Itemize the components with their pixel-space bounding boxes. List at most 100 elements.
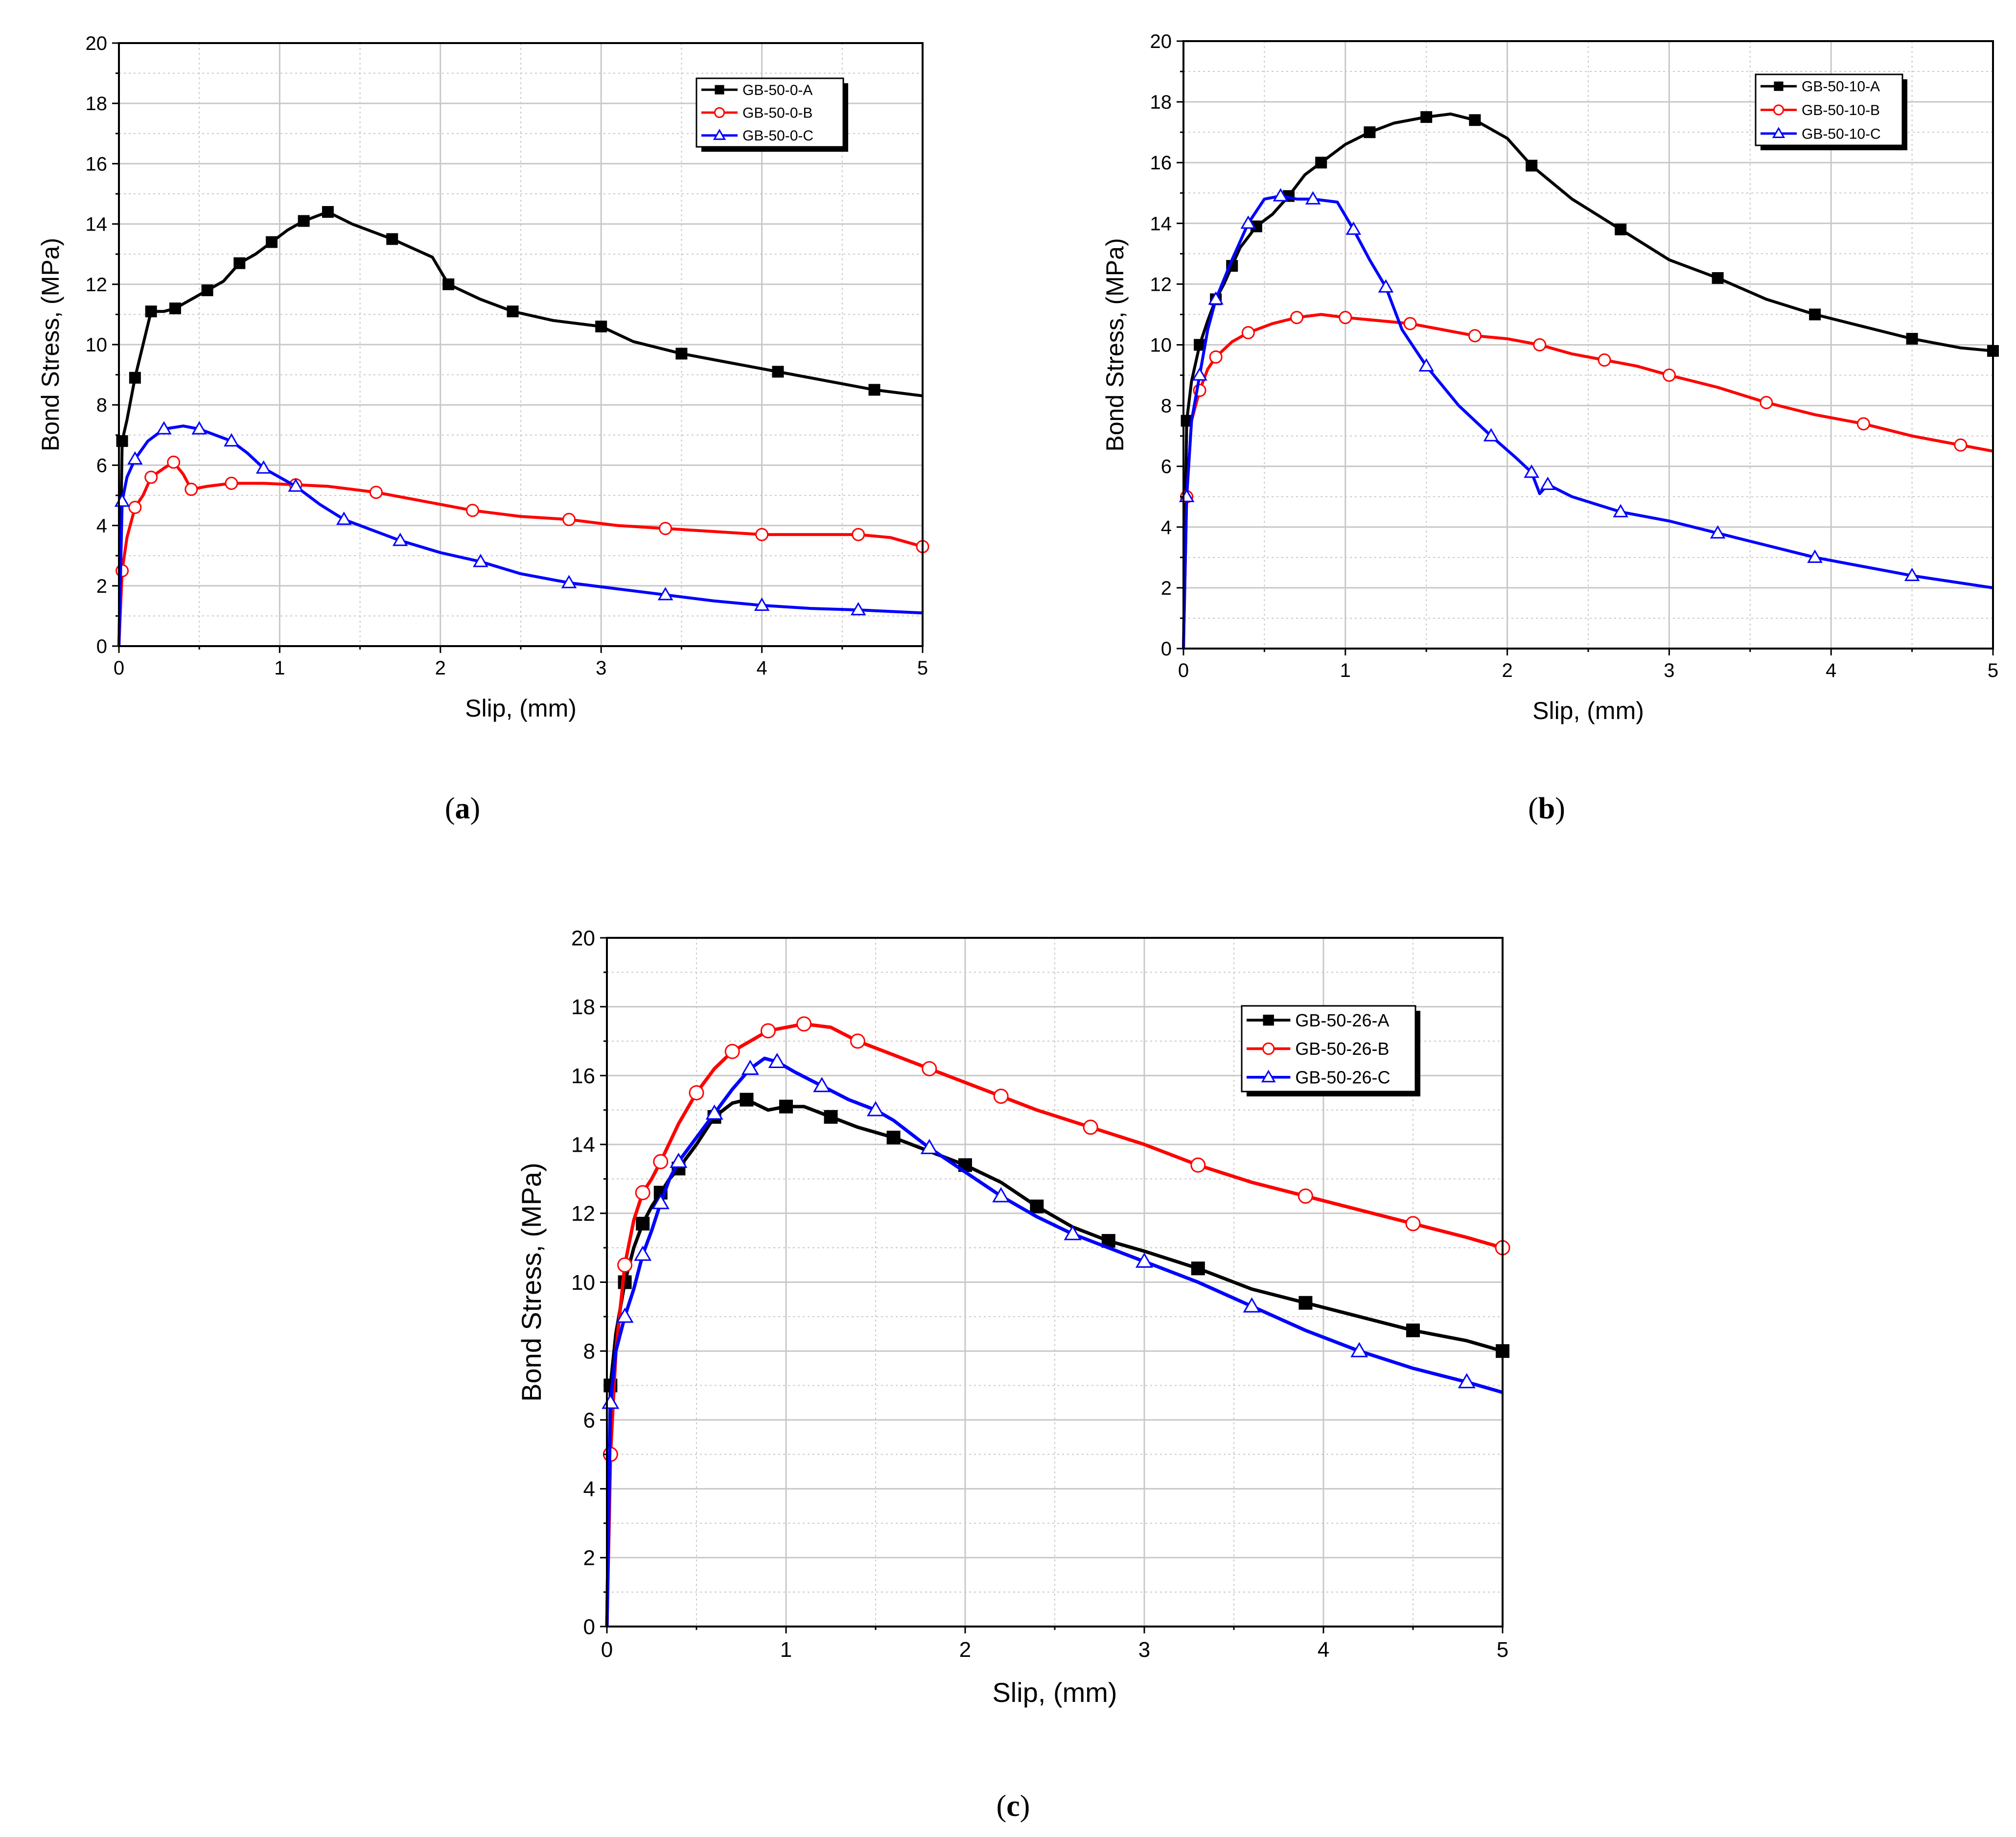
data-point-triangle <box>634 1245 652 1261</box>
legend-marker-triangle <box>713 129 726 140</box>
data-point-triangle <box>1540 476 1556 490</box>
data-point-square <box>169 302 181 315</box>
data-point-triangle <box>561 575 577 588</box>
y-tick-label: 10 <box>571 1271 595 1295</box>
data-point-triangle <box>1710 525 1726 539</box>
data-point-triangle <box>768 1052 786 1068</box>
x-tick-label: 1 <box>780 1638 792 1662</box>
data-point-square <box>1420 111 1433 123</box>
x-tick-label: 2 <box>435 657 446 679</box>
legend-label: GB-50-10-B <box>1802 102 1880 118</box>
data-point-triangle <box>1208 291 1224 305</box>
x-tick-label: 4 <box>1318 1638 1329 1662</box>
x-tick-label: 3 <box>1664 660 1674 681</box>
data-point-circle <box>993 1089 1009 1104</box>
legend: GB-50-0-A GB-50-0-B GB-50-0-C <box>695 77 848 152</box>
data-point-triangle <box>336 512 352 525</box>
y-tick-label: 14 <box>1150 213 1172 234</box>
data-point-square <box>1406 1323 1420 1337</box>
x-tick-label: 0 <box>1178 660 1189 681</box>
x-tick-label: 2 <box>1502 660 1512 681</box>
data-point-square <box>322 206 334 218</box>
data-point-circle <box>1209 350 1223 364</box>
y-tick-label: 4 <box>1161 517 1172 538</box>
legend-label: GB-50-0-C <box>742 128 813 144</box>
y-tick-label: 8 <box>1161 395 1172 417</box>
data-point-triangle <box>191 421 208 435</box>
data-point-circle <box>562 512 576 526</box>
x-axis-label: Slip, (mm) <box>465 695 577 722</box>
y-tick-label: 18 <box>1150 92 1172 113</box>
y-tick-label: 12 <box>1150 274 1172 295</box>
data-point-circle <box>144 470 158 484</box>
data-point-square <box>1906 333 1918 345</box>
data-point-triangle <box>866 1101 885 1116</box>
data-point-triangle <box>616 1307 634 1323</box>
data-point-triangle <box>850 602 866 616</box>
y-tick-label: 20 <box>1150 31 1172 52</box>
data-point-circle <box>1339 311 1352 325</box>
y-tick-label: 18 <box>571 995 595 1019</box>
data-point-triangle <box>1135 1252 1154 1268</box>
series-GB-50-0-C <box>114 421 923 647</box>
panel-label-b: (b) <box>1528 792 1565 825</box>
x-tick-label: 3 <box>596 657 606 679</box>
data-point-circle <box>1856 417 1870 431</box>
x-axis-label: Slip, (mm) <box>1532 697 1644 724</box>
data-point-triangle <box>255 460 272 474</box>
y-tick-label: 14 <box>86 214 108 235</box>
data-point-triangle <box>670 1152 688 1168</box>
data-point-triangle <box>1243 1297 1261 1313</box>
data-point-square <box>265 236 278 248</box>
data-point-triangle <box>754 597 770 611</box>
data-point-square <box>145 305 157 318</box>
y-tick-label: 2 <box>1161 578 1172 599</box>
series-line <box>605 1098 1503 1627</box>
x-tick-label: 3 <box>1138 1638 1150 1662</box>
legend-marker-circle <box>1262 1042 1275 1055</box>
data-point-circle <box>167 455 181 469</box>
data-point-circle <box>225 476 238 490</box>
y-tick-label: 10 <box>86 334 108 356</box>
legend-marker-circle <box>714 107 725 118</box>
data-point-circle <box>1405 1216 1421 1232</box>
data-point-circle <box>1290 311 1304 325</box>
data-point-square <box>298 215 310 227</box>
data-point-square <box>886 1131 901 1145</box>
y-tick-label: 2 <box>96 576 107 597</box>
y-axis-label: Bond Stress, (MPa) <box>516 1163 547 1402</box>
data-point-triangle <box>1350 1342 1368 1357</box>
data-point-square <box>1712 272 1724 284</box>
y-tick-label: 10 <box>1150 335 1172 356</box>
data-point-triangle <box>1904 567 1920 581</box>
data-point-circle <box>760 1023 776 1039</box>
x-tick-label: 0 <box>601 1638 613 1662</box>
data-point-circle <box>689 1085 704 1101</box>
data-point-circle <box>1760 395 1773 409</box>
data-point-square <box>1469 114 1481 126</box>
y-tick-label: 6 <box>1161 456 1172 478</box>
data-point-triangle <box>1273 188 1289 202</box>
data-point-triangle <box>1345 221 1362 235</box>
data-point-circle <box>1083 1119 1098 1135</box>
data-point-circle <box>659 522 672 535</box>
series-line <box>1182 194 1993 649</box>
y-tick-label: 12 <box>86 274 108 296</box>
panel-label-c: (c) <box>996 1790 1030 1823</box>
y-tick-label: 6 <box>96 455 107 476</box>
series-GB-50-26-C <box>602 1052 1503 1627</box>
series-GB-50-0-B <box>116 455 929 647</box>
data-point-square <box>740 1093 754 1107</box>
legend-label: GB-50-26-C <box>1295 1067 1390 1087</box>
data-point-circle <box>635 1185 650 1201</box>
data-point-square <box>442 278 455 290</box>
y-tick-label: 0 <box>583 1615 595 1639</box>
legend-marker-triangle <box>1261 1070 1276 1083</box>
data-point-square <box>675 348 688 360</box>
data-point-square <box>636 1216 650 1231</box>
data-point-square <box>779 1099 793 1114</box>
data-point-triangle <box>1378 279 1394 293</box>
